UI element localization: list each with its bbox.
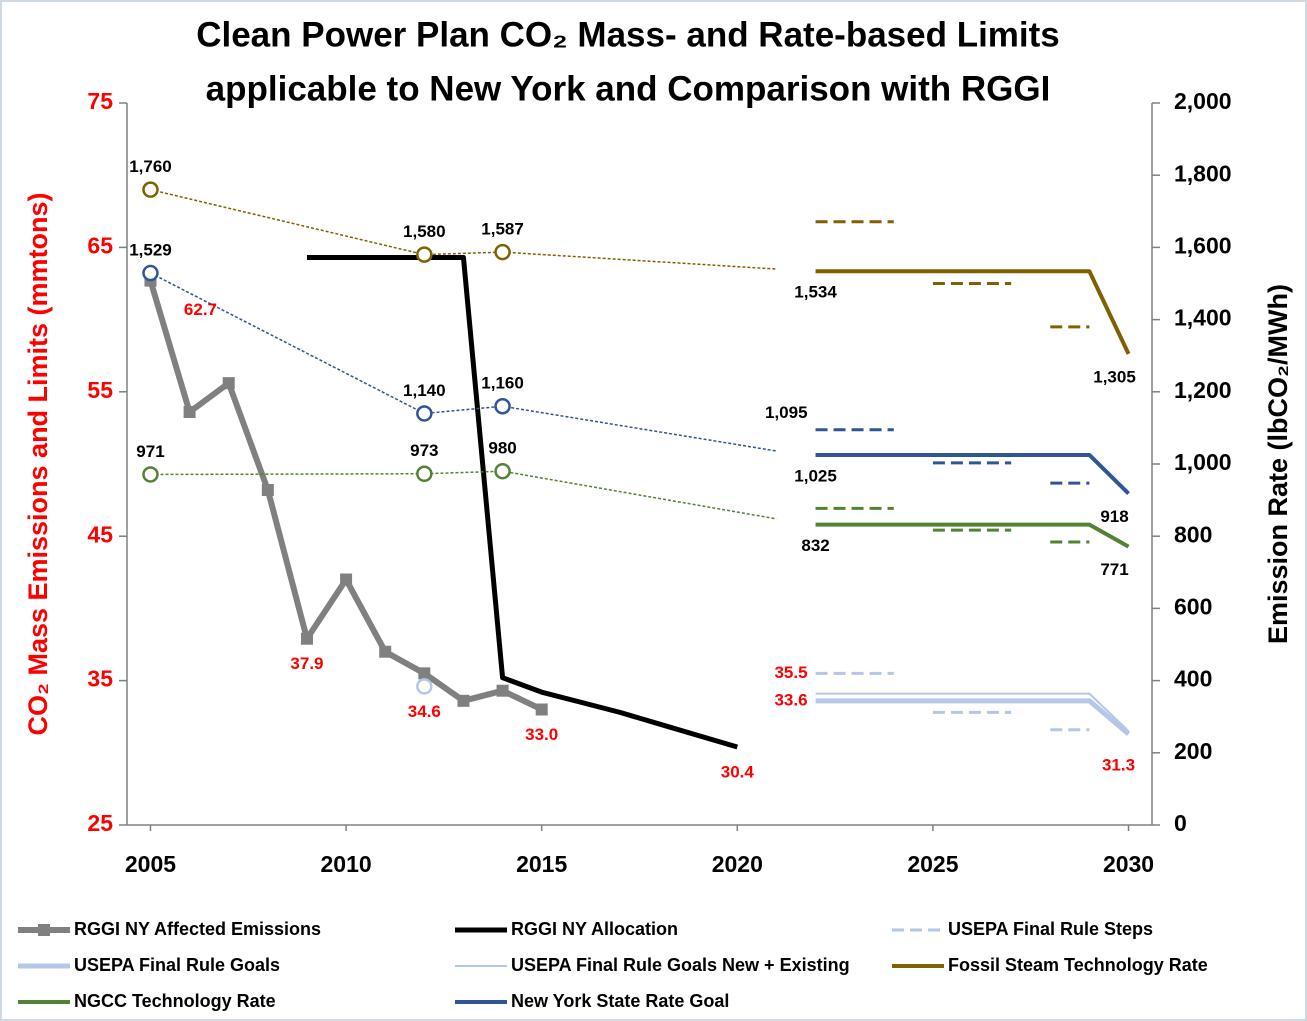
marker — [494, 462, 511, 480]
data-label: 1,580 — [403, 222, 446, 241]
data-label: 1,760 — [129, 157, 172, 176]
chart-title: applicable to New York and Comparison wi… — [206, 69, 1051, 108]
data-label: 1,025 — [794, 466, 837, 485]
data-label: 1,587 — [481, 220, 524, 239]
marker — [142, 466, 159, 483]
data-label: 34.6 — [408, 702, 441, 721]
marker — [222, 377, 235, 390]
marker — [416, 678, 433, 695]
y2-axis-title: Emission Rate (lbCO₂/MWh) — [1263, 284, 1293, 644]
y2-tick-label: 600 — [1174, 593, 1212, 619]
y2-tick-label: 1,600 — [1174, 232, 1232, 258]
y2-tick-label: 2,000 — [1174, 88, 1232, 114]
y2-tick-label: 200 — [1174, 738, 1212, 764]
legend-label: Fossil Steam Technology Rate — [948, 955, 1208, 975]
marker — [494, 397, 511, 415]
x-tick-label: 2025 — [907, 851, 958, 877]
series-line — [815, 522, 1130, 549]
marker — [416, 465, 433, 482]
series-line — [815, 698, 1131, 736]
legend-label: USEPA Final Rule Steps — [948, 919, 1153, 939]
legend-marker — [38, 924, 50, 936]
y-tick-label: 55 — [87, 377, 113, 403]
legend-label: New York State Rate Goal — [511, 991, 729, 1011]
data-label: 1,140 — [403, 381, 446, 400]
data-label: 33.0 — [525, 725, 558, 744]
legend-label: RGGI NY Allocation — [511, 919, 678, 939]
marker — [418, 667, 431, 680]
y-tick-label: 45 — [87, 521, 113, 547]
data-label: 30.4 — [721, 763, 755, 782]
y2-tick-label: 400 — [1174, 666, 1212, 692]
y2-tick-label: 1,400 — [1174, 305, 1232, 331]
marker — [379, 645, 392, 658]
legend-label: USEPA Final Rule Goals — [74, 955, 280, 975]
data-label: 973 — [410, 441, 438, 460]
data-label: 37.9 — [290, 654, 323, 673]
x-tick-label: 2015 — [516, 851, 567, 877]
data-label: 35.5 — [774, 663, 807, 682]
y2-tick-label: 800 — [1174, 521, 1212, 547]
series-line — [150, 470, 777, 520]
x-tick-label: 2020 — [712, 851, 763, 877]
y-tick-label: 35 — [87, 666, 113, 692]
marker — [261, 483, 274, 496]
series-line — [150, 272, 777, 452]
legend-label: RGGI NY Affected Emissions — [74, 919, 321, 939]
data-label: 832 — [801, 536, 829, 555]
data-label: 1,534 — [794, 283, 837, 302]
chart-title: Clean Power Plan CO₂ Mass- and Rate-base… — [196, 15, 1060, 54]
series-line — [815, 452, 1130, 496]
data-label: 1,160 — [481, 374, 524, 393]
data-label: 1,529 — [129, 241, 172, 260]
y2-tick-label: 1,800 — [1174, 160, 1232, 186]
marker — [340, 573, 353, 586]
marker — [457, 694, 470, 707]
series-line — [815, 692, 1130, 732]
marker — [142, 181, 159, 198]
series-line — [150, 188, 777, 270]
marker — [494, 243, 511, 261]
data-label: 31.3 — [1102, 756, 1135, 775]
x-tick-label: 2030 — [1103, 851, 1154, 877]
data-label: 1,305 — [1093, 367, 1136, 386]
y-axis-title: CO₂ Mass Emissions and Limits (mmtons) — [23, 192, 53, 735]
series-line — [306, 255, 739, 750]
legend-label: USEPA Final Rule Goals New + Existing — [511, 955, 850, 975]
y-tick-label: 65 — [87, 232, 113, 258]
data-label: 62.7 — [184, 300, 217, 319]
series-line — [815, 269, 1131, 355]
marker — [416, 246, 433, 263]
y2-tick-label: 0 — [1174, 810, 1187, 836]
marker — [496, 684, 509, 697]
data-label: 918 — [1100, 507, 1128, 526]
marker — [142, 264, 159, 282]
data-label: 980 — [488, 439, 516, 458]
y-tick-label: 25 — [87, 810, 113, 836]
marker — [416, 405, 433, 422]
x-tick-label: 2005 — [125, 851, 176, 877]
x-tick-label: 2010 — [320, 851, 371, 877]
marker — [183, 406, 196, 419]
marker — [300, 632, 313, 645]
data-label: 1,095 — [765, 403, 808, 422]
y2-tick-label: 1,000 — [1174, 449, 1232, 475]
y-tick-label: 75 — [87, 88, 113, 114]
data-label: 33.6 — [774, 690, 807, 709]
legend-label: NGCC Technology Rate — [74, 991, 276, 1011]
y2-tick-label: 1,200 — [1174, 377, 1232, 403]
marker — [535, 703, 548, 716]
data-label: 771 — [1100, 560, 1128, 579]
data-label: 971 — [136, 442, 164, 461]
